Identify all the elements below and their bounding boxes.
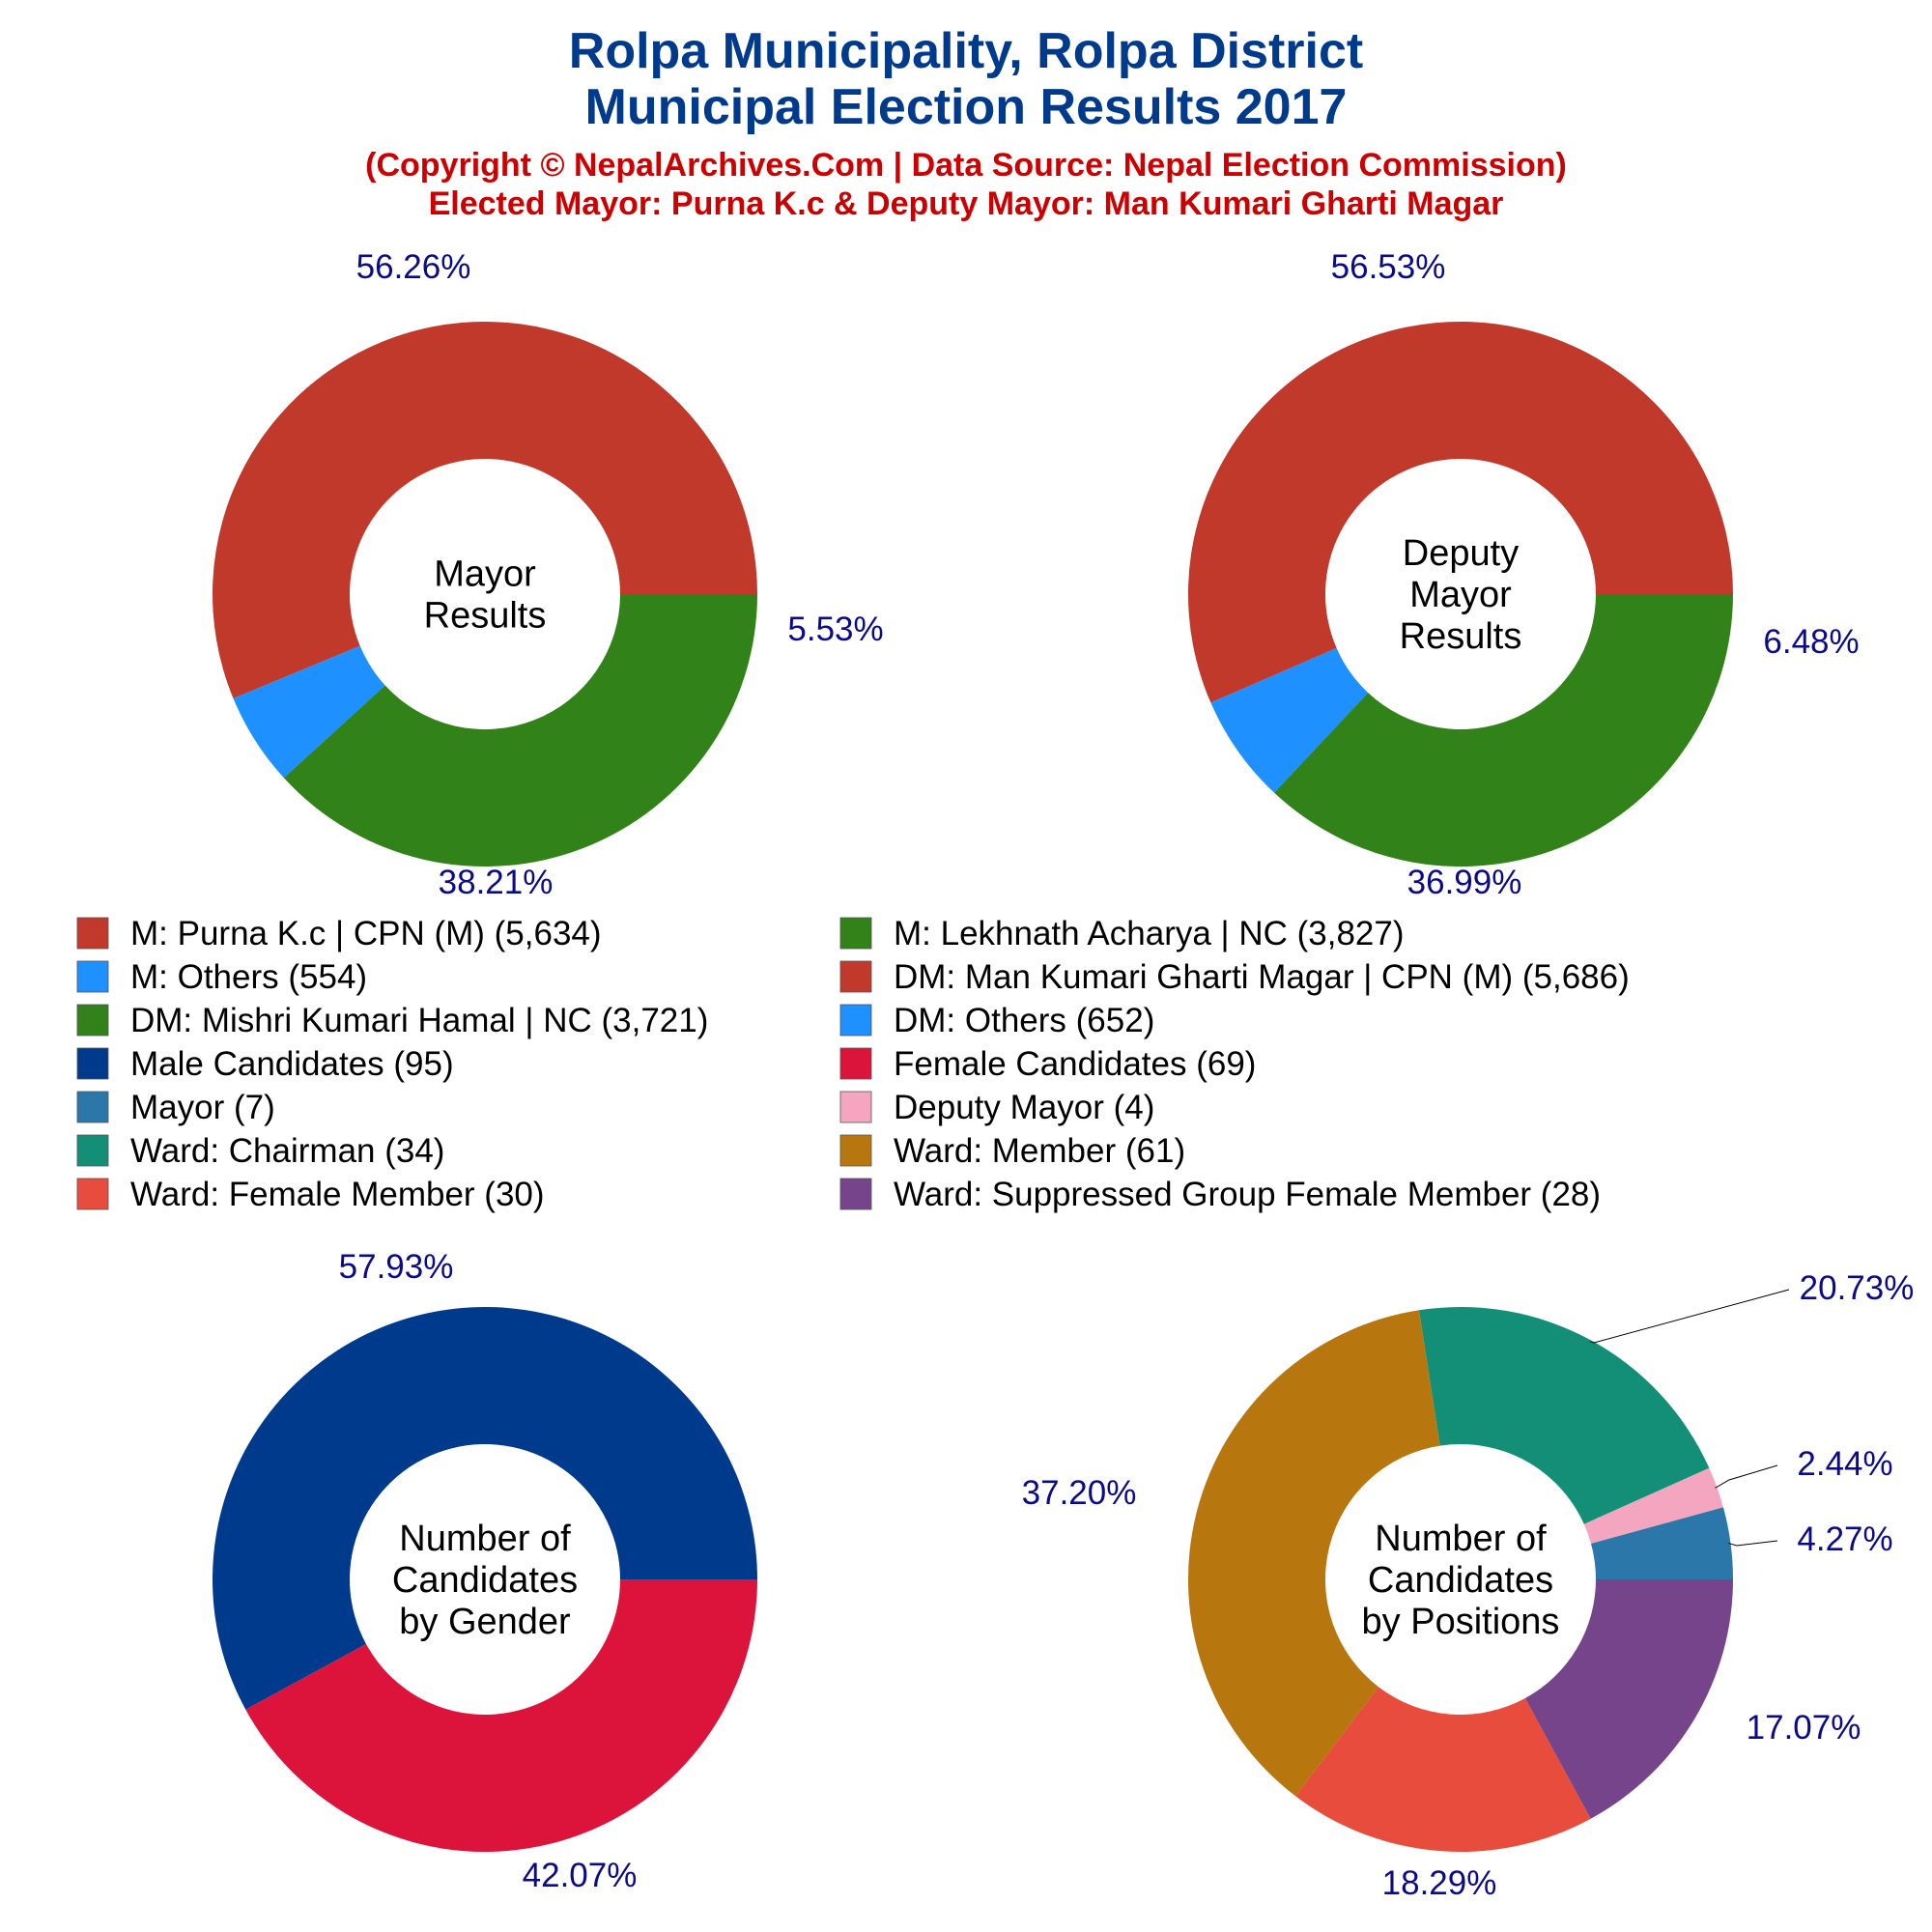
pct-label-ward-chairman: 20.73% <box>1800 1269 1915 1307</box>
legend-item-ward-female-member-30: Ward: Female Member (30) <box>76 1176 545 1213</box>
legend-swatch <box>76 1004 109 1037</box>
pct-label-mayor: 4.27% <box>1797 1520 1892 1558</box>
legend-label: Ward: Chairman (34) <box>130 1132 444 1170</box>
pct-label-deputy-mayor: 2.44% <box>1797 1445 1892 1483</box>
legend-swatch <box>76 1134 109 1167</box>
slice-deputy-mayor <box>1583 1467 1723 1544</box>
legend-label: DM: Man Kumari Gharti Magar | CPN (M) (5… <box>894 958 1630 996</box>
legend-swatch <box>839 1004 872 1037</box>
pct-label-male-candidates: 57.93% <box>339 1248 454 1286</box>
legend-swatch <box>839 1091 872 1123</box>
pct-label-female-candidates: 42.07% <box>523 1857 638 1894</box>
slice-ward-member <box>1188 1310 1440 1797</box>
center-label-line: Number of <box>1375 1519 1547 1559</box>
center-label-line: Results <box>424 596 547 637</box>
leader-line-ward-chairman <box>1589 1289 1790 1344</box>
slice-ward-suppressed-group-female-member <box>1524 1579 1733 1819</box>
pct-label-ward-member: 37.20% <box>1022 1474 1137 1512</box>
center-label-line: Candidates <box>1368 1560 1553 1601</box>
center-label-line: Number of <box>399 1519 571 1559</box>
legend-item-deputy-mayor-4: Deputy Mayor (4) <box>839 1089 1154 1126</box>
center-label-line: Mayor <box>434 554 536 595</box>
slice-dm-others <box>1210 647 1369 793</box>
pct-label-dm-others: 6.48% <box>1763 623 1859 661</box>
slice-ward-chairman <box>1418 1307 1710 1524</box>
legend-label: Male Candidates (95) <box>130 1045 454 1083</box>
legend-item-ward-chairman-34: Ward: Chairman (34) <box>76 1132 444 1170</box>
slice-m-lekhnath-acharya-nc <box>283 594 757 867</box>
slice-male-candidates <box>213 1307 757 1710</box>
center-label-line: Mayor <box>1409 575 1512 615</box>
legend-swatch <box>76 1047 109 1080</box>
slice-dm-mishri-kumari-hamal-nc <box>1274 594 1733 867</box>
slice-mayor <box>1590 1507 1733 1579</box>
legend-item-ward-suppressed-group-female-member-28: Ward: Suppressed Group Female Member (28… <box>839 1176 1601 1213</box>
legend-label: Ward: Female Member (30) <box>130 1176 545 1213</box>
pct-label-m-others: 5.53% <box>787 611 883 648</box>
slice-m-others <box>233 645 385 779</box>
legend-label: DM: Mishri Kumari Hamal | NC (3,721) <box>130 1002 708 1039</box>
legend-item-ward-member-61: Ward: Member (61) <box>839 1132 1185 1170</box>
pct-label-ward-suppressed-group-female-member: 17.07% <box>1747 1709 1861 1747</box>
center-label-line: by Positions <box>1362 1602 1560 1642</box>
leader-line-mayor <box>1728 1540 1778 1547</box>
legend-item-m-lekhnath-acharya-nc-3-827: M: Lekhnath Acharya | NC (3,827) <box>839 915 1405 952</box>
subtitle-line-1: (Copyright © NepalArchives.Com | Data So… <box>365 147 1567 184</box>
legend-label: Ward: Suppressed Group Female Member (28… <box>894 1176 1601 1213</box>
legend-label: Female Candidates (69) <box>894 1045 1256 1083</box>
legend-swatch <box>76 1091 109 1123</box>
legend-item-dm-others-652: DM: Others (652) <box>839 1002 1154 1039</box>
slice-dm-man-kumari-gharti-magar-cpn-m <box>1188 322 1733 703</box>
legend-swatch <box>76 917 109 950</box>
donut-chart-4: 4.27% 2.44% 20.73% 37.20% 18.29% 17.07% Number… <box>1022 1269 1915 1902</box>
legend-swatch <box>839 917 872 950</box>
legend-item-mayor-7: Mayor (7) <box>76 1089 275 1126</box>
legend-item-m-others-554: M: Others (554) <box>76 958 367 996</box>
legend-swatch <box>839 1047 872 1080</box>
pct-label-ward-female-member: 18.29% <box>1382 1864 1497 1902</box>
legend-label: M: Lekhnath Acharya | NC (3,827) <box>894 915 1405 952</box>
legend-item-m-purna-k-c-cpn-m-5-634: M: Purna K.c | CPN (M) (5,634) <box>76 915 602 952</box>
legend-label: M: Purna K.c | CPN (M) (5,634) <box>130 915 602 952</box>
legend-item-dm-man-kumari-gharti-magar-cpn-m-5-686: DM: Man Kumari Gharti Magar | CPN (M) (5… <box>839 958 1630 996</box>
pct-label-m-lekhnath-acharya-nc: 38.21% <box>439 864 554 901</box>
slice-m-purna-k-c-cpn-m <box>212 322 757 699</box>
header: Rolpa Municipality, Rolpa District Munic… <box>365 23 1567 222</box>
center-label-line: Results <box>1400 616 1522 657</box>
legend-item-male-candidates-95: Male Candidates (95) <box>76 1045 454 1083</box>
slice-ward-female-member <box>1295 1687 1591 1852</box>
pct-label-m-purna-k-c-cpn-m: 56.26% <box>356 248 471 286</box>
legend: M: Purna K.c | CPN (M) (5,634) M: Lekhnat… <box>76 915 1630 1213</box>
leader-line-deputy-mayor <box>1715 1464 1778 1489</box>
legend-label: Ward: Member (61) <box>894 1132 1185 1170</box>
charts: 56.26%5.53%38.21%MayorResults56.53%6.48%… <box>212 248 1915 1902</box>
legend-label: Mayor (7) <box>130 1089 275 1126</box>
legend-item-dm-mishri-kumari-hamal-nc-3-721: DM: Mishri Kumari Hamal | NC (3,721) <box>76 1002 708 1039</box>
legend-swatch <box>839 1134 872 1167</box>
title-line-1: Rolpa Municipality, Rolpa District <box>569 23 1363 79</box>
legend-swatch <box>839 1178 872 1210</box>
legend-label: DM: Others (652) <box>894 1002 1154 1039</box>
subtitle-line-2: Elected Mayor: Purna K.c & Deputy Mayor:… <box>429 185 1504 222</box>
center-label-line: Deputy <box>1403 533 1519 574</box>
legend-label: Deputy Mayor (4) <box>894 1089 1154 1126</box>
legend-item-female-candidates-69: Female Candidates (69) <box>839 1045 1256 1083</box>
slice-female-candidates <box>245 1579 758 1853</box>
pct-label-dm-man-kumari-gharti-magar-cpn-m: 56.53% <box>1331 248 1446 286</box>
legend-label: M: Others (554) <box>130 958 367 996</box>
center-label-line: Candidates <box>392 1560 578 1601</box>
center-label-line: by Gender <box>399 1602 571 1642</box>
title-line-2: Municipal Election Results 2017 <box>585 79 1348 135</box>
legend-swatch <box>839 960 872 993</box>
legend-swatch <box>76 1178 109 1210</box>
pct-label-dm-mishri-kumari-hamal-nc: 36.99% <box>1407 864 1522 901</box>
legend-swatch <box>76 960 109 993</box>
